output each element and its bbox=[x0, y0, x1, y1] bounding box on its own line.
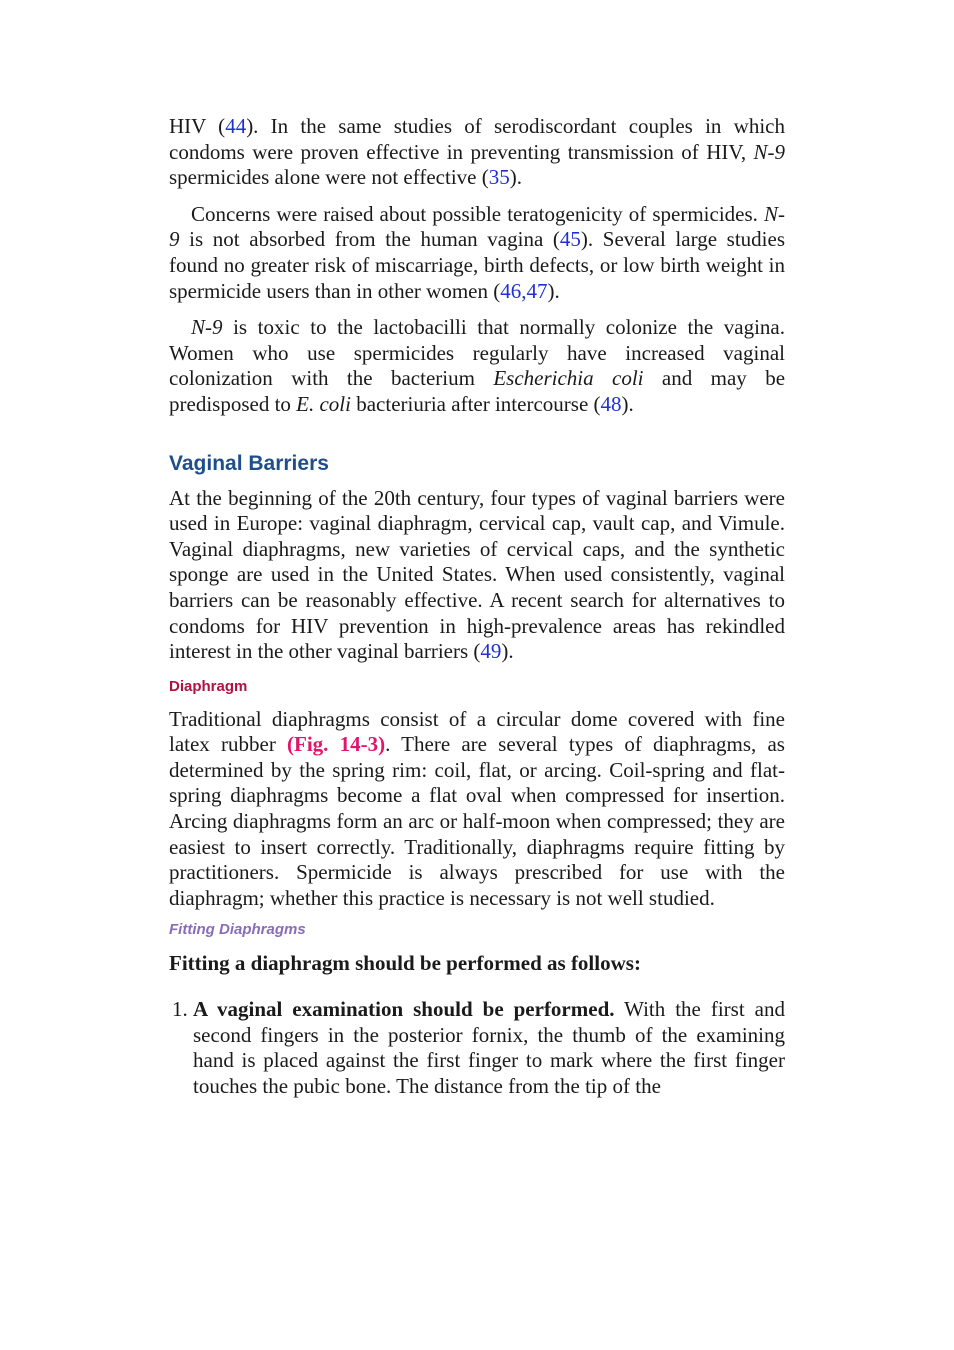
reference-link-49[interactable]: 49 bbox=[480, 639, 502, 664]
list-item-title: A vaginal examination should be performe… bbox=[193, 997, 615, 1022]
reference-link-45[interactable]: 45 bbox=[559, 227, 581, 252]
paragraph-diaphragm-description: Traditional diaphragms consist of a circ… bbox=[169, 706, 785, 910]
document-page: HIV (44). In the same studies of serodis… bbox=[169, 114, 785, 1099]
section-heading-vaginal-barriers: Vaginal Barriers bbox=[169, 451, 329, 475]
paragraph-lactobacilli: N-9 is toxic to the lactobacilli that no… bbox=[169, 315, 786, 416]
reference-link-48[interactable]: 48 bbox=[600, 391, 622, 416]
paragraph-teratogenicity: Concerns were raised about possible tera… bbox=[169, 201, 785, 303]
paragraph-hiv-spermicides: HIV (44). In the same studies of serodis… bbox=[169, 114, 785, 190]
reference-link-46[interactable]: 46 bbox=[500, 278, 522, 303]
list-item-number: 1. bbox=[172, 997, 188, 1022]
subsection-heading-diaphragm: Diaphragm bbox=[169, 677, 248, 695]
paragraph-vaginal-barriers-intro: At the beginning of the 20th century, fo… bbox=[169, 485, 785, 664]
fitting-lead-statement: Fitting a diaphragm should be performed … bbox=[169, 951, 641, 976]
reference-link-47[interactable]: 47 bbox=[526, 278, 548, 303]
reference-link-35[interactable]: 35 bbox=[488, 165, 510, 190]
reference-link-44[interactable]: 44 bbox=[225, 114, 247, 138]
fitting-steps-list: 1. A vaginal examination should be perfor… bbox=[169, 997, 785, 1099]
list-item-text: With the first and second fingers in the… bbox=[193, 997, 785, 1098]
list-item: 1. A vaginal examination should be perfor… bbox=[169, 997, 785, 1099]
subsubsection-heading-fitting-diaphragms: Fitting Diaphragms bbox=[169, 921, 306, 939]
figure-link-14-3[interactable]: (Fig. 14-3) bbox=[287, 732, 386, 757]
